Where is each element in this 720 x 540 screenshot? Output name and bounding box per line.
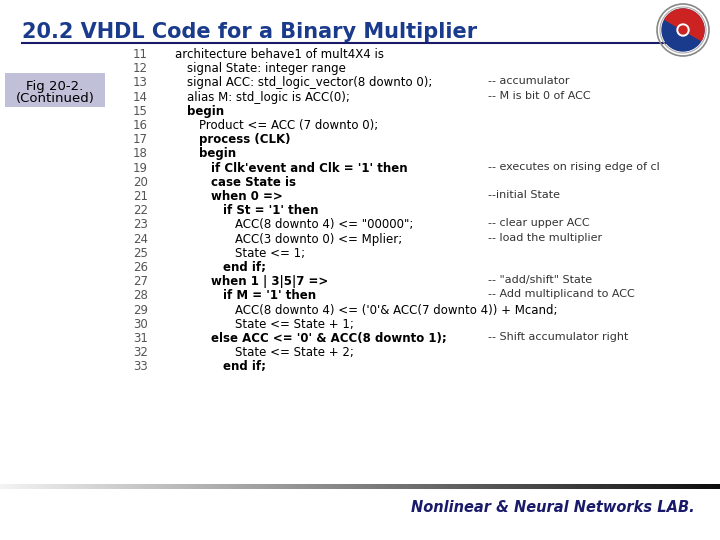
Text: 25: 25 (133, 247, 148, 260)
Text: 24: 24 (133, 233, 148, 246)
Text: State <= State + 1;: State <= State + 1; (235, 318, 354, 331)
Text: 13: 13 (133, 76, 148, 90)
Text: when 0 =>: when 0 => (211, 190, 283, 203)
Text: end if;: end if; (223, 360, 266, 373)
Text: 12: 12 (133, 62, 148, 75)
Text: 29: 29 (133, 303, 148, 316)
Text: Product <= ACC (7 downto 0);: Product <= ACC (7 downto 0); (199, 119, 378, 132)
Text: -- Shift accumulator right: -- Shift accumulator right (488, 332, 629, 342)
Text: if M = '1' then: if M = '1' then (223, 289, 316, 302)
Text: 14: 14 (133, 91, 148, 104)
Text: 20.2 VHDL Code for a Binary Multiplier: 20.2 VHDL Code for a Binary Multiplier (22, 22, 477, 42)
Text: --initial State: --initial State (488, 190, 560, 200)
Text: else ACC <= '0' & ACC(8 downto 1);: else ACC <= '0' & ACC(8 downto 1); (211, 332, 446, 345)
Text: -- "add/shift" State: -- "add/shift" State (488, 275, 592, 285)
Text: -- executes on rising edge of cl: -- executes on rising edge of cl (488, 161, 660, 172)
Text: 18: 18 (133, 147, 148, 160)
Circle shape (679, 26, 687, 34)
Text: when 1 | 3|5|7 =>: when 1 | 3|5|7 => (211, 275, 328, 288)
Text: signal ACC: std_logic_vector(8 downto 0);: signal ACC: std_logic_vector(8 downto 0)… (187, 76, 433, 90)
Text: if St = '1' then: if St = '1' then (223, 204, 318, 217)
Text: -- accumulator: -- accumulator (488, 76, 570, 86)
Text: 11: 11 (133, 48, 148, 61)
Text: 19: 19 (133, 161, 148, 174)
Text: -- M is bit 0 of ACC: -- M is bit 0 of ACC (488, 91, 590, 100)
Text: -- load the multiplier: -- load the multiplier (488, 233, 602, 242)
Text: 22: 22 (133, 204, 148, 217)
Text: 26: 26 (133, 261, 148, 274)
Text: State <= State + 2;: State <= State + 2; (235, 346, 354, 359)
Text: 23: 23 (133, 218, 148, 232)
Text: 28: 28 (133, 289, 148, 302)
Text: signal State: integer range: signal State: integer range (187, 62, 350, 75)
Text: 33: 33 (133, 360, 148, 373)
Text: State <= 1;: State <= 1; (235, 247, 305, 260)
Text: 17: 17 (133, 133, 148, 146)
Text: 15: 15 (133, 105, 148, 118)
Text: if Clk'event and Clk = '1' then: if Clk'event and Clk = '1' then (211, 161, 408, 174)
Text: 30: 30 (133, 318, 148, 331)
Text: 31: 31 (133, 332, 148, 345)
FancyBboxPatch shape (5, 73, 105, 107)
Text: begin: begin (187, 105, 224, 118)
Wedge shape (665, 9, 704, 40)
Text: Fig 20-2.: Fig 20-2. (27, 79, 84, 92)
Text: end if;: end if; (223, 261, 266, 274)
Text: begin: begin (199, 147, 236, 160)
Text: 16: 16 (133, 119, 148, 132)
Text: case State is: case State is (211, 176, 296, 189)
Text: ACC(3 downto 0) <= Mplier;: ACC(3 downto 0) <= Mplier; (235, 233, 402, 246)
Text: 21: 21 (133, 190, 148, 203)
Text: 27: 27 (133, 275, 148, 288)
Text: alias M: std_logic is ACC(0);: alias M: std_logic is ACC(0); (187, 91, 350, 104)
Circle shape (677, 24, 689, 36)
Text: process (CLK): process (CLK) (199, 133, 290, 146)
Text: (Continued): (Continued) (16, 92, 94, 105)
Text: ACC(8 downto 4) <= "00000";: ACC(8 downto 4) <= "00000"; (235, 218, 413, 232)
Text: 20: 20 (133, 176, 148, 189)
Circle shape (662, 9, 704, 51)
Text: architecture behave1 of mult4X4 is: architecture behave1 of mult4X4 is (175, 48, 384, 61)
Text: -- Add multiplicand to ACC: -- Add multiplicand to ACC (488, 289, 635, 299)
Text: -- clear upper ACC: -- clear upper ACC (488, 218, 590, 228)
Text: Nonlinear & Neural Networks LAB.: Nonlinear & Neural Networks LAB. (411, 500, 695, 515)
Text: ACC(8 downto 4) <= ('0'& ACC(7 downto 4)) + Mcand;: ACC(8 downto 4) <= ('0'& ACC(7 downto 4)… (235, 303, 557, 316)
Text: 32: 32 (133, 346, 148, 359)
